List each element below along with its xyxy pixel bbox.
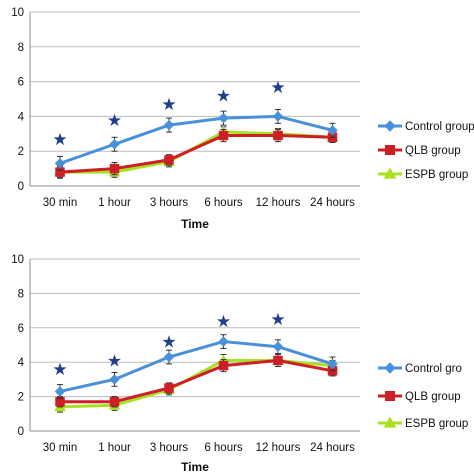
data-point: [327, 124, 338, 136]
y-tick-label: 10: [11, 7, 24, 19]
y-tick-label: 2: [18, 392, 24, 404]
y-tick-label: 6: [18, 323, 24, 335]
data-point: [327, 358, 338, 370]
x-tick-label: 1 hour: [98, 442, 131, 454]
x-axis-title: Time: [181, 217, 209, 231]
data-point: [273, 355, 283, 366]
y-tick-label: 6: [18, 77, 24, 89]
x-tick-label: 12 hours: [256, 197, 301, 209]
legend-label: ESPB group: [405, 169, 468, 181]
legend-entry-1: Control gro: [378, 362, 462, 375]
data-point: [218, 112, 229, 124]
data-point: [54, 386, 66, 397]
x-tick-label: 3 hours: [150, 197, 189, 209]
data-point: [54, 158, 66, 169]
legend-label: QLB group: [405, 145, 461, 157]
legend-marker: [385, 145, 395, 155]
chart-panel-1: 0 2 4 6 8 10 30 min 1 hour 3 hours 6 hours 12 hour…: [11, 7, 474, 231]
data-point: [218, 360, 229, 371]
legend-entry-2: QLB group: [378, 145, 461, 157]
data-point: [109, 397, 120, 407]
series-2: [55, 353, 338, 408]
data-point: [163, 119, 175, 131]
legend-entry-3: ESPB group: [378, 416, 468, 430]
y-tick-label: 0: [18, 426, 24, 438]
series-1: [54, 108, 338, 171]
significance-star: ★: [107, 351, 122, 370]
data-point: [164, 383, 174, 393]
data-point: [273, 130, 283, 141]
legend-label: ESPB group: [405, 418, 468, 430]
data-point: [109, 163, 120, 174]
x-tick-label: 6 hours: [204, 442, 243, 454]
data-point: [164, 155, 174, 165]
y-tick-label: 8: [18, 288, 24, 300]
legend-entry-2: QLB group: [378, 391, 461, 403]
y-tick-label: 8: [18, 42, 24, 54]
significance-star: ★: [216, 312, 231, 331]
significance-star: ★: [161, 333, 176, 352]
series-2: [55, 128, 338, 179]
data-point: [218, 130, 229, 141]
series-line: [60, 130, 333, 174]
significance-star: ★: [107, 111, 122, 130]
x-tick-label: 24 hours: [310, 197, 355, 209]
legend-marker: [385, 391, 395, 401]
significance-star: ★: [270, 310, 285, 329]
x-tick-label: 30 min: [43, 197, 78, 209]
chart-panel-2: 0 2 4 6 8 10 30 min 1 hour 3 hours 6 hours 12 hour…: [11, 254, 468, 474]
legend-marker: [384, 120, 396, 132]
significance-star: ★: [216, 87, 231, 106]
y-tick-label: 0: [18, 181, 24, 193]
series-line: [59, 134, 333, 174]
x-tick-label: 6 hours: [204, 197, 243, 209]
legend-label: Control group: [405, 121, 474, 133]
legend-marker: [383, 416, 397, 428]
x-tick-label: 3 hours: [150, 442, 189, 454]
series-line: [59, 340, 333, 393]
legend-entry-1: Control group: [378, 120, 474, 133]
legend-marker: [383, 167, 397, 179]
data-point: [109, 138, 120, 150]
y-tick-label: 10: [11, 254, 24, 266]
data-point: [55, 167, 65, 177]
x-axis-title: Time: [181, 460, 209, 474]
data-point: [55, 397, 65, 407]
x-tick-label: 30 min: [43, 442, 78, 454]
significance-star: ★: [52, 130, 67, 149]
legend-label: Control gro: [405, 363, 462, 375]
data-point: [163, 351, 175, 363]
y-tick-label: 2: [18, 146, 24, 158]
y-tick-label: 4: [18, 111, 25, 123]
data-point: [218, 336, 229, 347]
legend-label: QLB group: [405, 391, 461, 403]
y-tick-label: 4: [18, 357, 25, 369]
series-line: [60, 358, 333, 404]
significance-star: ★: [161, 95, 176, 114]
legend-entry-3: ESPB group: [378, 167, 468, 181]
x-tick-label: 12 hours: [256, 442, 301, 454]
series-line: [59, 114, 333, 165]
significance-star: ★: [270, 78, 285, 97]
x-tick-label: 1 hour: [98, 197, 131, 209]
x-tick-label: 24 hours: [310, 442, 355, 454]
data-point: [272, 111, 284, 122]
series-1: [54, 334, 338, 399]
data-point: [109, 374, 120, 385]
legend-marker: [384, 362, 396, 374]
significance-star: ★: [52, 360, 67, 379]
data-point: [272, 341, 284, 353]
